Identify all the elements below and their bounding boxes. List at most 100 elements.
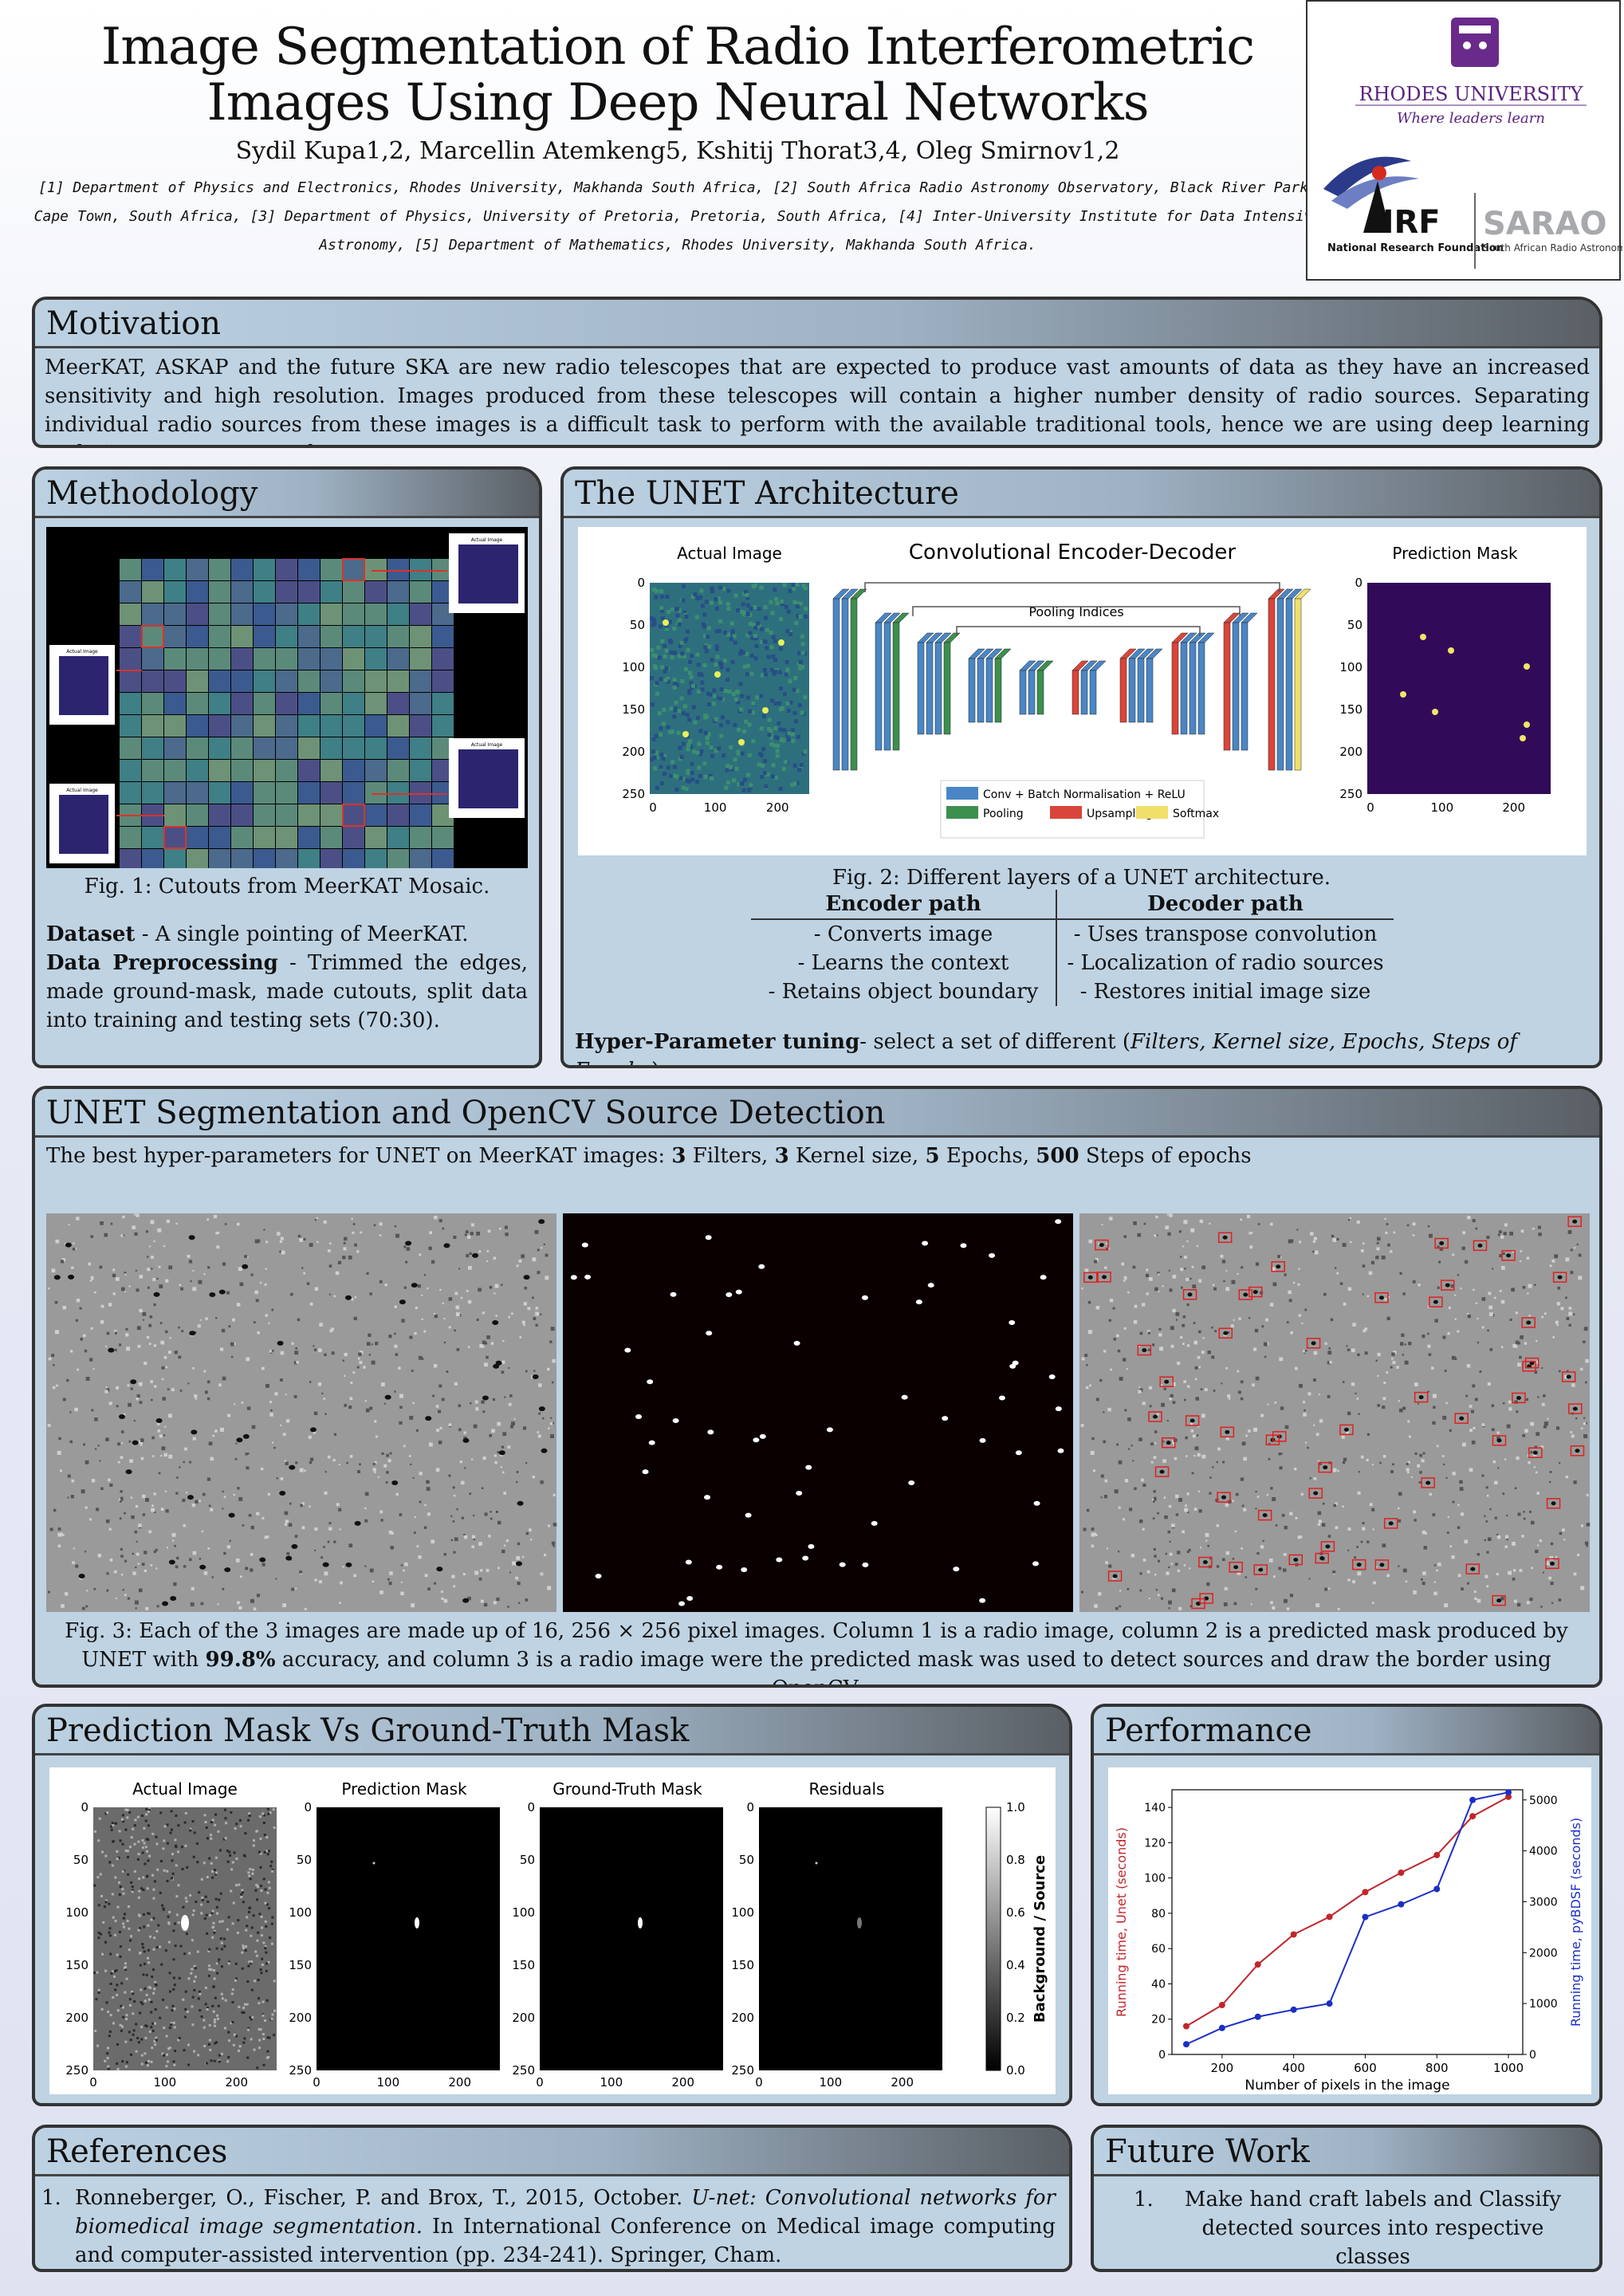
noise-pixel — [259, 1852, 262, 1855]
colorbar-tick-label: 1.0 — [1006, 1800, 1025, 1814]
noise-pixel — [198, 1891, 201, 1894]
noise-pixel — [174, 1922, 177, 1925]
noise-pixel — [1439, 1247, 1444, 1251]
noise-pixel — [97, 1936, 100, 1940]
noise-pixel — [1286, 1321, 1289, 1324]
noise-pixel — [203, 1272, 206, 1276]
noise-pixel — [434, 1582, 436, 1585]
noise-pixel — [246, 1466, 250, 1470]
noise-pixel — [124, 1991, 127, 1994]
detection-box — [1561, 1371, 1576, 1382]
noise-pixel — [1095, 1306, 1100, 1310]
noise-pixel — [260, 1972, 263, 1975]
noise-pixel — [521, 1320, 525, 1324]
noise-pixel — [744, 611, 749, 615]
noise-pixel — [1498, 1230, 1502, 1233]
noise-pixel — [1461, 1246, 1465, 1251]
noise-pixel — [734, 766, 739, 771]
noise-pixel — [348, 1543, 353, 1547]
noise-pixel — [759, 585, 764, 590]
noise-pixel — [720, 715, 725, 720]
noise-pixel — [181, 1867, 184, 1870]
noise-pixel — [209, 2048, 212, 2051]
noise-pixel — [729, 745, 733, 749]
noise-pixel — [210, 1457, 214, 1461]
noise-pixel — [128, 1998, 132, 2001]
noise-pixel — [163, 1453, 167, 1457]
noise-pixel — [144, 2024, 147, 2027]
noise-pixel — [58, 1437, 61, 1441]
y-tick-label: 150 — [289, 1958, 312, 1972]
noise-pixel — [168, 1910, 171, 1913]
noise-pixel — [699, 673, 704, 678]
mosaic-cell — [231, 693, 253, 714]
noise-pixel — [796, 651, 801, 655]
noise-pixel — [714, 629, 719, 634]
noise-pixel — [233, 2033, 236, 2036]
noise-pixel — [364, 1565, 367, 1567]
noise-pixel — [674, 607, 679, 611]
noise-pixel — [183, 1821, 187, 1824]
noise-pixel — [700, 603, 705, 608]
noise-pixel — [112, 1824, 115, 1827]
noise-pixel — [211, 1818, 214, 1822]
noise-pixel — [145, 1808, 148, 1811]
noise-pixel — [701, 622, 706, 627]
noise-pixel — [710, 586, 714, 591]
noise-pixel — [97, 1931, 100, 1934]
noise-pixel — [1467, 1216, 1471, 1220]
noise-pixel — [147, 1986, 151, 1989]
noise-pixel — [208, 2038, 211, 2042]
best-word-filters: Filters, — [686, 1144, 775, 1168]
noise-pixel — [379, 1222, 383, 1226]
noise-pixel — [343, 1241, 346, 1244]
noise-pixel — [434, 1216, 438, 1220]
layer-block — [875, 622, 883, 751]
best-epochs: 5 — [925, 1144, 940, 1168]
noise-pixel — [1581, 1427, 1583, 1429]
noise-pixel — [438, 1384, 442, 1388]
noise-pixel — [1119, 1377, 1123, 1381]
noise-pixel — [1379, 1461, 1382, 1464]
noise-pixel — [1167, 1530, 1171, 1534]
y-tick-label: 250 — [289, 2063, 312, 2078]
noise-pixel — [727, 689, 732, 694]
noise-pixel — [214, 1996, 217, 1999]
noise-pixel — [676, 730, 681, 735]
noise-pixel — [110, 1222, 113, 1225]
noise-pixel — [232, 1901, 235, 1905]
noise-pixel — [91, 1409, 94, 1412]
noise-pixel — [443, 1598, 448, 1603]
noise-pixel — [221, 1328, 226, 1333]
noise-pixel — [108, 1931, 111, 1934]
noise-pixel — [131, 1515, 135, 1520]
encoder-row-3: - Retains object boundary — [751, 977, 1057, 1006]
noise-pixel — [354, 1296, 357, 1299]
noise-pixel — [1212, 1284, 1215, 1287]
mosaic-cell — [142, 760, 163, 781]
layer-block — [1241, 622, 1248, 751]
noise-pixel — [161, 1366, 165, 1370]
noise-pixel — [738, 682, 743, 686]
comparison-panel — [759, 1807, 942, 2070]
series-point — [1218, 2002, 1225, 2009]
noise-pixel — [729, 621, 734, 626]
noise-pixel — [1577, 1553, 1580, 1557]
noise-pixel — [682, 654, 686, 659]
mosaic-cell — [387, 804, 409, 826]
noise-pixel — [1313, 1236, 1317, 1240]
noise-pixel — [1336, 1272, 1339, 1275]
noise-pixel — [324, 1491, 328, 1495]
noise-pixel — [147, 1956, 150, 1960]
detection-box — [1253, 1564, 1268, 1575]
noise-pixel — [716, 596, 721, 601]
noise-pixel — [120, 1547, 123, 1551]
noise-pixel — [142, 1888, 145, 1891]
noise-pixel — [1423, 1546, 1427, 1550]
noise-pixel — [153, 1492, 156, 1496]
noise-pixel — [1263, 1342, 1268, 1347]
nrf-sub: National Research Foundation — [1327, 242, 1504, 254]
noise-pixel — [155, 1842, 159, 1846]
noise-pixel — [197, 1324, 201, 1328]
